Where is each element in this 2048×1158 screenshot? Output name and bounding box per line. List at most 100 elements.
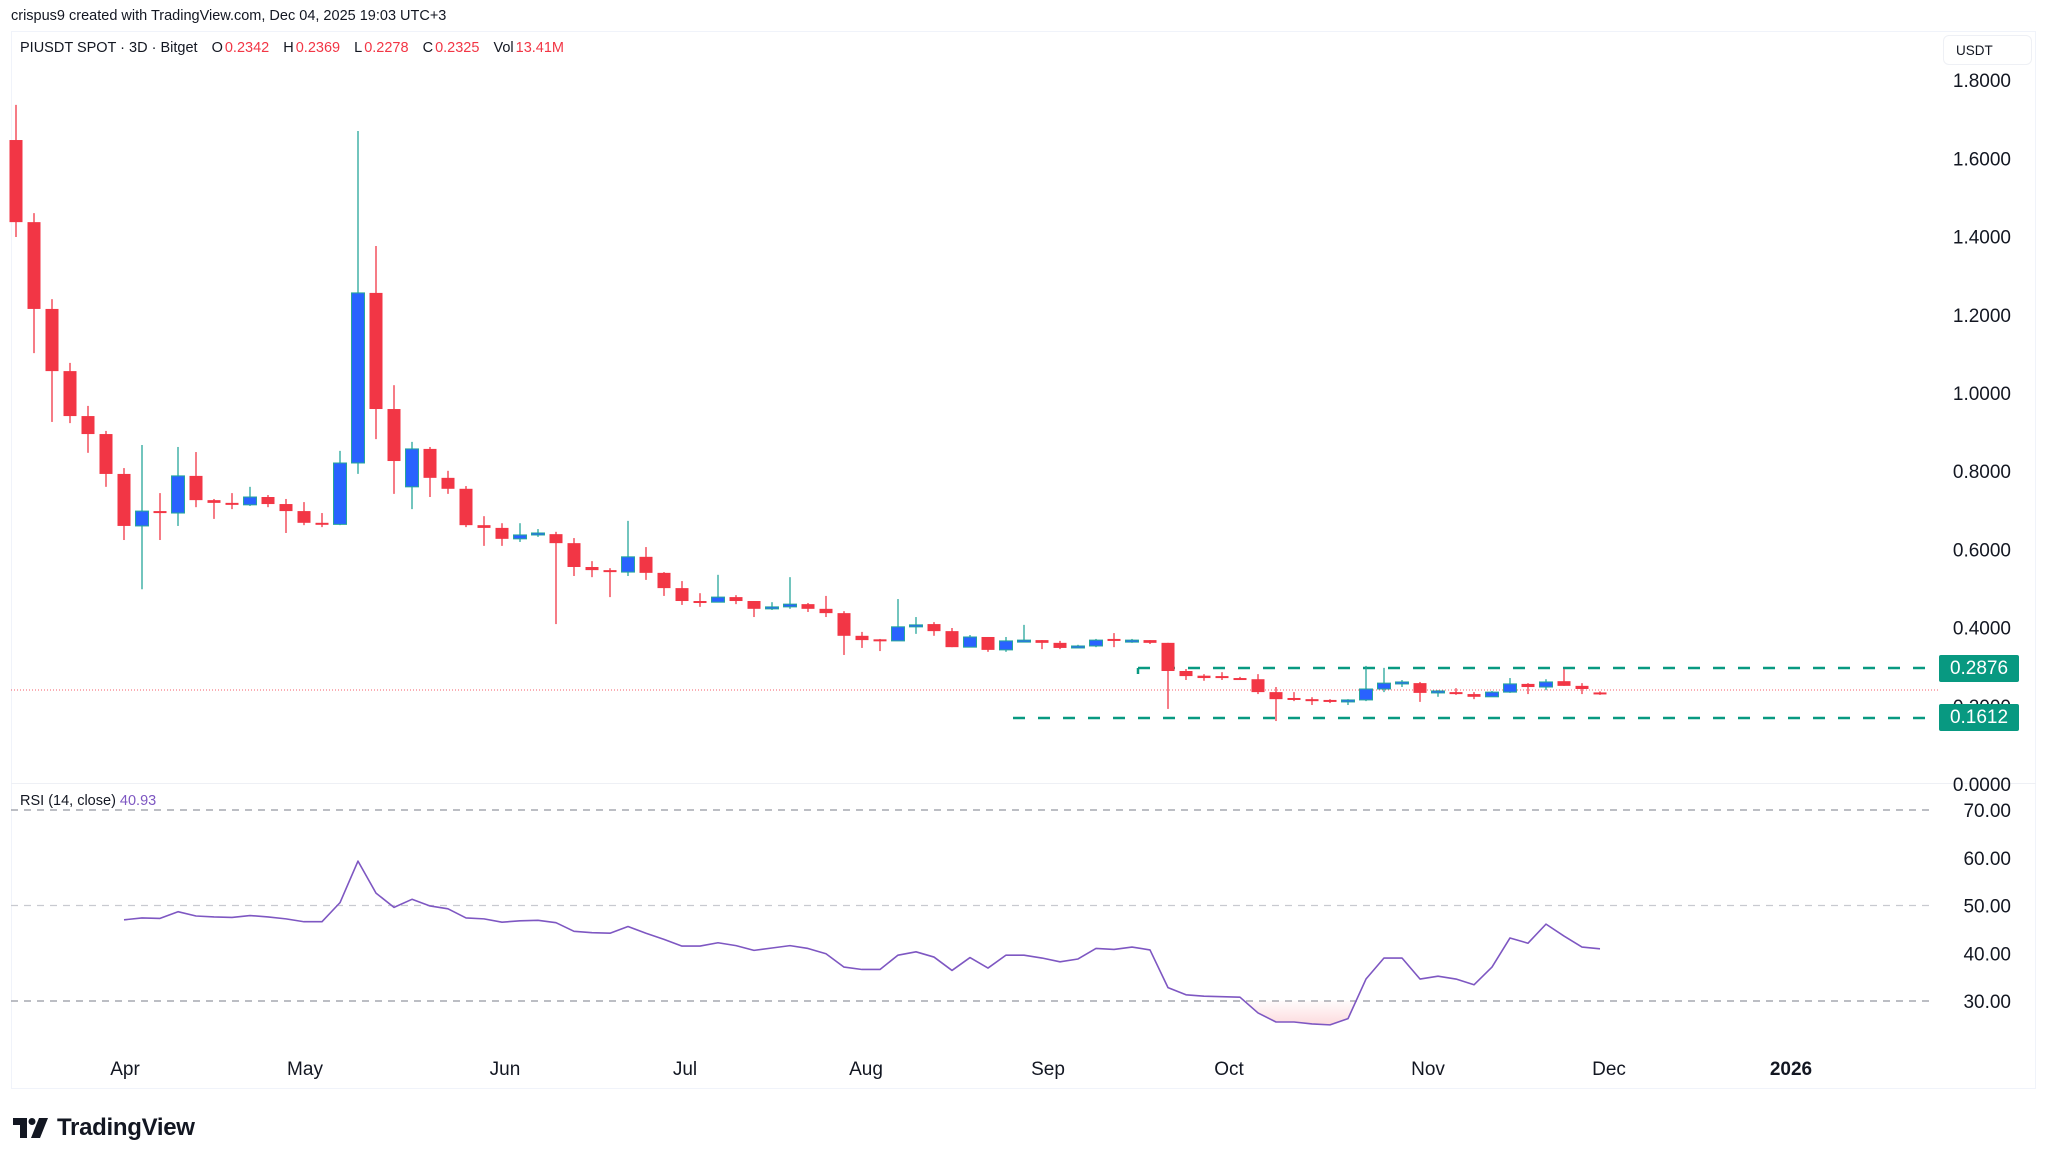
candle-down [153,511,167,514]
high-label: H [283,40,294,56]
candle-up [621,556,635,573]
price-axis-tick: 0.8000 [1953,462,2011,483]
candle-down [1053,642,1067,648]
candle-down [1143,640,1157,643]
candle-down [99,434,113,474]
candle-up [171,475,185,514]
volume-value: 13.41M [515,40,565,56]
candle-down [1215,676,1229,679]
candle-down [1593,692,1607,695]
symbol-title[interactable]: PIUSDT SPOT · 3D · Bitget [20,40,198,56]
rsi-line [123,860,1601,1026]
candle-up [711,596,725,603]
candle-up [135,510,149,527]
candle-up [333,462,347,525]
tradingview-logo-text: TradingView [57,1114,195,1141]
candle-up [1539,681,1553,688]
candle-up [1125,639,1139,643]
candle-up [405,448,419,488]
rsi-axis-tick: 50.00 [1963,897,2011,918]
candle-up [1395,681,1409,685]
time-axis-label: Oct [1214,1059,1244,1080]
candle-down [567,543,581,567]
time-axis-label: Aug [849,1059,883,1080]
candle-down [675,588,689,602]
candle-up [1359,688,1373,701]
candle-up [1089,639,1103,647]
candle-down [207,500,221,503]
close-label: C [422,40,434,56]
time-axis-label: Sep [1031,1059,1065,1080]
price-axis-tick: 0.4000 [1953,619,2011,640]
close-value: 0.2325 [435,40,480,56]
candle-down [1233,678,1247,681]
candle-down [981,636,995,650]
candle-down [45,308,59,372]
candle-down [27,222,41,309]
candle-down [279,504,293,512]
candle-up [1071,645,1085,649]
candle-down [1557,681,1571,686]
tradingview-logo[interactable]: TradingView [13,1114,195,1142]
candle-down [1269,692,1283,700]
support-price-tag: 0.1612 [1939,704,2019,731]
candle-down [441,477,455,489]
candle-down [1179,671,1193,677]
candle-down [477,525,491,528]
candle-down [297,511,311,523]
candle-up [999,640,1013,651]
candle-down [855,635,869,641]
tradingview-logo-icon [13,1118,48,1138]
candle-down [1467,694,1481,697]
candle-down [495,527,509,539]
rsi-title: RSI (14, close) [20,793,116,809]
candle-up [765,606,779,610]
candle-up [1485,691,1499,698]
time-axis-label: May [287,1059,323,1080]
candle-down [819,608,833,614]
candle-down [603,570,617,573]
resistance-price-tag: 0.2876 [1939,655,2019,682]
candle-down [423,448,437,478]
candle-down [639,556,653,573]
candle-up [1431,690,1445,694]
candle-down [261,497,275,505]
candle-down [9,140,23,223]
price-axis-tick: 0.0000 [1953,775,2011,796]
candle-up [1341,699,1355,703]
candle-down [1449,692,1463,695]
candle-down [81,416,95,435]
time-axis-label: Jul [673,1059,697,1080]
rsi-value: 40.93 [119,793,157,809]
candle-down [1521,683,1535,688]
chart-frame [11,31,2036,1089]
candle-up [513,534,527,540]
candle-down [1107,638,1121,641]
candle-down [945,631,959,648]
candle-up [1377,682,1391,690]
candle-down [63,371,77,417]
volume-label: Vol [493,40,514,56]
rsi-oversold-fill [1244,1001,1357,1025]
candle-up [1017,639,1031,643]
candle-down [315,522,329,525]
candle-down [1575,685,1589,689]
open-label: O [211,40,223,56]
candle-down [1161,642,1175,672]
candle-up [963,636,977,648]
low-label: L [354,40,363,56]
candle-down [369,292,383,410]
candle-up [891,626,905,642]
rsi-axis-tick: 70.00 [1963,801,2011,822]
candle-down [1251,679,1265,693]
time-axis-label: Apr [110,1059,140,1080]
currency-button[interactable]: USDT [1943,35,2032,65]
candle-down [117,473,131,526]
low-value: 0.2278 [364,40,409,56]
rsi-axis-tick: 30.00 [1963,992,2011,1013]
candle-down [585,566,599,571]
rsi-legend[interactable]: RSI (14, close) 40.93 [20,793,161,809]
candle-down [657,572,671,589]
candle-down [729,597,743,602]
